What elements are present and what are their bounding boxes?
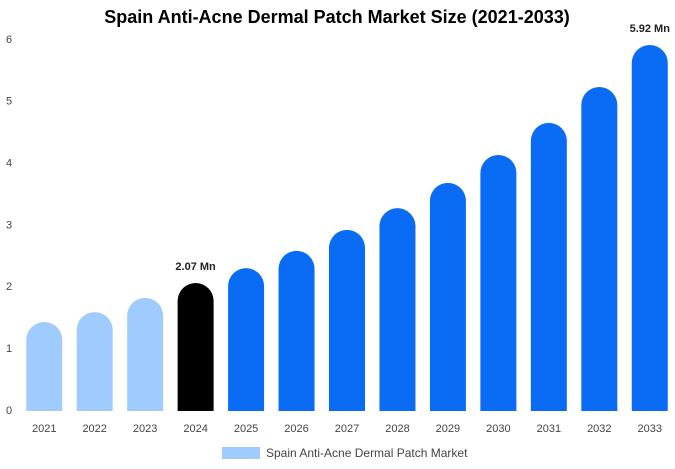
value-label: 2.07 Mn — [175, 261, 216, 273]
y-tick-label: 4 — [6, 158, 12, 170]
x-tick-label: 2022 — [82, 423, 106, 435]
y-tick-label: 6 — [6, 34, 12, 46]
x-tick-label: 2031 — [537, 423, 561, 435]
legend-label: Spain Anti-Acne Dermal Patch Market — [266, 446, 468, 460]
bar — [379, 208, 416, 411]
x-tick-label: 2024 — [183, 423, 207, 435]
bar — [429, 182, 466, 411]
bar — [177, 283, 214, 411]
bar — [76, 312, 113, 411]
y-tick-label: 2 — [6, 281, 12, 293]
x-tick-label: 2027 — [335, 423, 359, 435]
bar — [581, 86, 618, 411]
x-tick-label: 2026 — [284, 423, 308, 435]
x-tick-label: 2030 — [486, 423, 510, 435]
x-tick-label: 2021 — [32, 423, 56, 435]
y-tick-label: 0 — [6, 405, 12, 417]
x-tick-label: 2023 — [133, 423, 157, 435]
y-tick-label: 5 — [6, 96, 12, 108]
bar — [480, 155, 517, 411]
value-label: 5.92 Mn — [630, 23, 671, 35]
bar — [26, 321, 63, 411]
y-tick-label: 1 — [6, 343, 12, 355]
bar — [127, 297, 164, 411]
x-tick-label: 2028 — [385, 423, 409, 435]
bar — [329, 229, 365, 411]
x-tick-label: 2033 — [638, 423, 662, 435]
x-tick-label: 2025 — [234, 423, 258, 435]
bar — [631, 44, 668, 412]
legend-swatch — [222, 447, 260, 459]
bar — [228, 268, 265, 411]
x-tick-label: 2029 — [436, 423, 460, 435]
x-tick-label: 2032 — [587, 423, 611, 435]
bar — [278, 250, 315, 411]
chart-title: Spain Anti-Acne Dermal Patch Market Size… — [104, 7, 570, 27]
y-tick-label: 3 — [6, 219, 12, 231]
bar — [530, 122, 567, 411]
